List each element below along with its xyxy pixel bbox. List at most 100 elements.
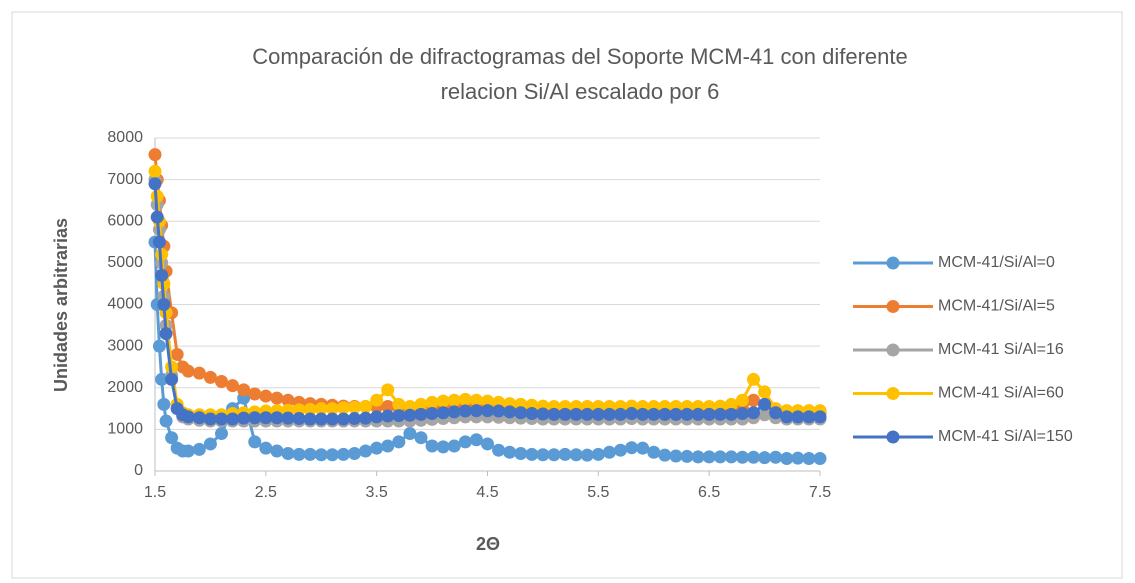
legend-label: MCM-41 Si/Al=150 — [938, 428, 1073, 445]
legend-marker — [886, 256, 900, 270]
point — [436, 406, 450, 420]
chart-frame — [11, 11, 1123, 579]
point — [735, 407, 749, 421]
point — [436, 394, 450, 408]
point — [325, 402, 339, 416]
point — [525, 407, 539, 421]
point — [658, 407, 672, 421]
point — [691, 407, 705, 421]
legend-marker — [886, 430, 900, 444]
point — [226, 379, 240, 393]
point — [381, 399, 395, 413]
legend-marker — [886, 300, 900, 313]
point — [591, 407, 605, 421]
point — [525, 447, 539, 461]
point — [447, 405, 461, 419]
point — [281, 411, 295, 425]
point — [680, 407, 694, 421]
point — [758, 408, 772, 422]
point — [425, 395, 439, 409]
point — [647, 445, 661, 459]
point — [281, 447, 295, 461]
point — [359, 411, 373, 425]
point — [481, 437, 494, 451]
x-tick-label: 4.5 — [476, 484, 498, 501]
point — [181, 410, 195, 424]
point — [226, 412, 240, 426]
point — [270, 391, 284, 405]
point — [292, 412, 306, 426]
point — [536, 448, 550, 462]
point — [370, 441, 384, 455]
point — [314, 402, 328, 416]
point — [747, 372, 760, 386]
point — [769, 406, 783, 420]
point — [248, 435, 262, 449]
y-tick-label: 7000 — [107, 171, 143, 188]
point — [215, 412, 228, 426]
point — [458, 435, 472, 449]
point — [237, 383, 251, 397]
point — [469, 404, 483, 418]
point — [547, 448, 561, 462]
point — [192, 442, 206, 456]
point — [724, 397, 738, 411]
point — [747, 406, 760, 420]
point — [614, 443, 627, 457]
x-tick-label: 6.5 — [698, 484, 720, 501]
point — [713, 450, 727, 464]
point — [303, 412, 317, 426]
point — [758, 397, 772, 411]
point — [148, 177, 162, 191]
point — [259, 389, 273, 403]
point — [481, 394, 494, 408]
point — [155, 372, 169, 386]
point — [780, 452, 794, 466]
point — [270, 444, 284, 458]
point — [392, 397, 406, 411]
point — [602, 407, 616, 421]
point — [403, 427, 417, 441]
y-tick-label: 8000 — [107, 129, 143, 146]
point — [769, 450, 783, 464]
point — [580, 407, 594, 421]
point — [636, 441, 650, 455]
point — [148, 148, 162, 162]
point — [152, 235, 166, 249]
point — [514, 447, 528, 461]
point — [192, 366, 206, 380]
point — [381, 439, 395, 453]
point — [348, 447, 361, 461]
point — [150, 210, 164, 224]
point — [159, 327, 173, 341]
point — [414, 407, 428, 421]
chart-title: Comparación de difractogramas del Soport… — [252, 44, 907, 69]
point — [414, 397, 428, 411]
point — [303, 447, 317, 461]
point — [503, 405, 517, 419]
point — [259, 411, 273, 425]
point — [503, 445, 517, 459]
point — [747, 393, 760, 407]
point — [370, 393, 384, 407]
point — [425, 407, 439, 421]
y-tick-label: 5000 — [107, 254, 143, 271]
point — [558, 407, 572, 421]
point — [203, 412, 217, 426]
point — [469, 393, 483, 407]
point — [791, 451, 805, 465]
point — [336, 401, 350, 415]
chart-subtitle: relacion Si/Al escalado por 6 — [441, 79, 720, 104]
point — [348, 400, 361, 414]
point — [155, 268, 169, 282]
point — [702, 407, 716, 421]
point — [281, 393, 295, 407]
legend-marker — [886, 343, 900, 357]
point — [735, 393, 749, 407]
point — [658, 448, 672, 462]
point — [458, 404, 472, 418]
point — [170, 347, 184, 361]
point — [614, 407, 627, 421]
point — [758, 385, 772, 399]
point — [447, 439, 461, 453]
